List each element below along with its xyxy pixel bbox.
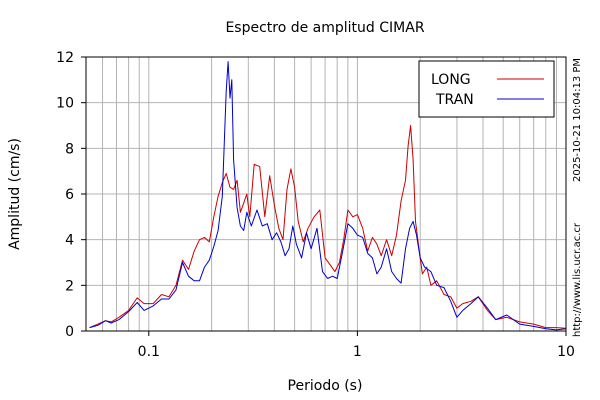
y-tick-label: 0	[65, 324, 74, 340]
legend-box	[418, 60, 555, 118]
x-tick-label: 0.1	[138, 344, 160, 360]
x-axis-ticks: 0.1 1 10	[138, 331, 575, 360]
legend: LONG TRAN	[418, 60, 555, 118]
x-axis-label: Periodo (s)	[288, 378, 363, 394]
chart-title: Espectro de amplitud CIMAR	[225, 20, 424, 36]
timestamp-text: 2025-10-21 10:04:13 PM	[572, 58, 583, 182]
legend-label-tran: TRAN	[435, 92, 474, 108]
x-tick-label: 10	[557, 344, 575, 360]
series-line-tran	[89, 61, 567, 331]
x-tick-label: 1	[353, 344, 362, 360]
y-tick-label: 2	[65, 278, 74, 294]
y-tick-label: 6	[65, 187, 74, 203]
legend-label-long: LONG	[431, 72, 471, 88]
series-layer	[89, 61, 567, 331]
y-axis-ticks: 0 2 4 6 8 10 12	[56, 50, 86, 340]
grid-lines	[86, 57, 566, 331]
y-tick-label: 10	[56, 96, 74, 112]
series-line-long	[89, 125, 567, 329]
y-axis-label: Amplitud (cm/s)	[7, 138, 23, 250]
y-tick-label: 12	[56, 50, 74, 66]
source-url-text: http://www.lis.ucr.ac.cr	[572, 222, 583, 337]
y-tick-label: 8	[65, 141, 74, 157]
y-tick-label: 4	[65, 233, 74, 249]
